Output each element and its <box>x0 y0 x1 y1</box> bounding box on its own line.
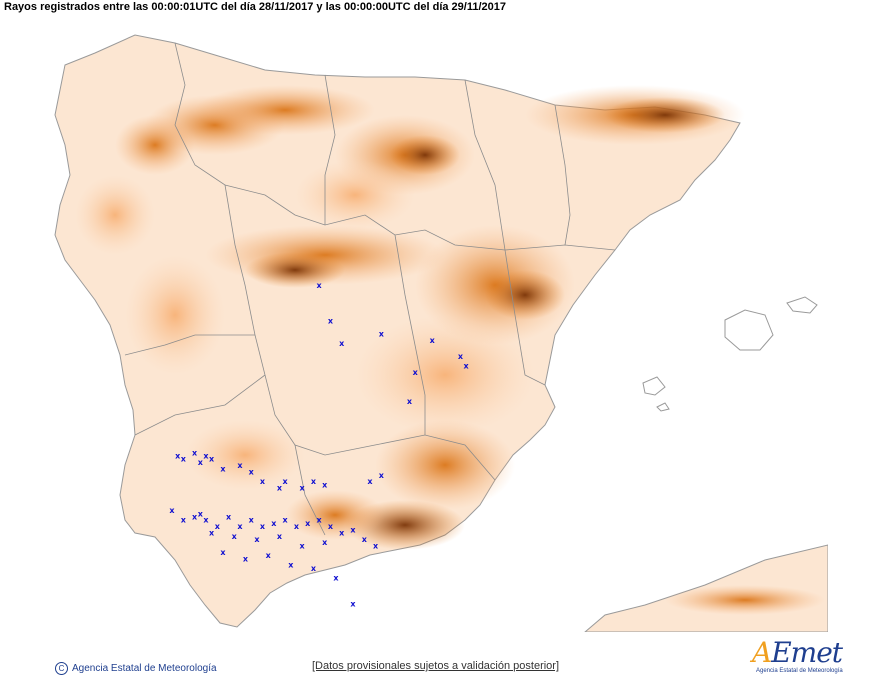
lightning-marker: x <box>232 532 238 541</box>
lightning-marker: x <box>198 458 204 467</box>
lightning-marker: x <box>317 281 323 290</box>
lightning-marker: x <box>215 522 221 531</box>
lightning-marker: x <box>243 554 249 563</box>
lightning-marker: x <box>407 397 413 406</box>
lightning-marker: x <box>458 352 464 361</box>
lightning-marker: x <box>379 329 385 338</box>
lightning-marker: x <box>181 516 187 525</box>
aemet-logo[interactable]: AEmet Agencia Estatal de Meteorología <box>748 636 843 678</box>
copyright-icon: C <box>55 662 68 675</box>
lightning-marker: x <box>311 477 317 486</box>
footer-copyright: C Agencia Estatal de Meteorología <box>55 662 217 675</box>
lightning-marker: x <box>220 464 226 473</box>
logo-subtitle: Agencia Estatal de Meteorología <box>756 668 843 674</box>
lightning-marker: x <box>169 506 175 515</box>
lightning-marker: x <box>464 362 470 371</box>
lightning-marker: x <box>249 468 255 477</box>
lightning-marker: x <box>288 561 294 570</box>
lightning-marker: x <box>203 452 209 461</box>
lightning-marker: x <box>413 368 419 377</box>
lightning-marker: x <box>181 455 187 464</box>
lightning-marker: x <box>379 471 385 480</box>
lightning-marker: x <box>339 339 345 348</box>
lightning-marker: x <box>266 551 272 560</box>
lightning-marker: x <box>322 538 328 547</box>
lightning-marker: x <box>283 477 289 486</box>
lightning-marker: x <box>198 509 204 518</box>
lightning-marker: x <box>175 452 181 461</box>
lightning-marker: x <box>362 535 368 544</box>
lightning-marker: x <box>192 513 198 522</box>
lightning-marker: x <box>249 516 255 525</box>
lightning-marker: x <box>209 455 215 464</box>
lightning-marker: x <box>226 513 232 522</box>
lightning-marker: x <box>260 477 266 486</box>
lightning-marker: x <box>350 525 356 534</box>
lightning-marker: x <box>333 574 339 583</box>
lightning-marker: x <box>430 336 436 345</box>
lightning-marker: x <box>300 541 306 550</box>
lightning-marker: x <box>328 317 334 326</box>
lightning-marker: x <box>254 535 260 544</box>
lightning-marker: x <box>373 541 379 550</box>
map-title: Rayos registrados entre las 00:00:01UTC … <box>4 1 506 13</box>
region-borders <box>124 42 616 536</box>
lightning-marker: x <box>192 448 198 457</box>
agency-name: Agencia Estatal de Meteorología <box>72 663 217 674</box>
lightning-marker: x <box>311 564 317 573</box>
lightning-marker: x <box>294 522 300 531</box>
lightning-marker: x <box>317 516 323 525</box>
lightning-marker: x <box>220 548 226 557</box>
lightning-marker: x <box>203 516 209 525</box>
lightning-marker: x <box>260 522 266 531</box>
lightning-marker: x <box>237 522 243 531</box>
lightning-marker: x <box>209 529 215 538</box>
lightning-marker: x <box>300 484 306 493</box>
provisional-data-note[interactable]: [Datos provisionales sujetos a validació… <box>312 660 560 672</box>
lightning-marker: x <box>277 532 283 541</box>
balearic-islands <box>642 296 818 412</box>
lightning-marker: x <box>339 529 345 538</box>
lightning-marker: x <box>305 519 311 528</box>
lightning-marker: x <box>271 519 277 528</box>
lightning-marker: x <box>367 477 373 486</box>
lightning-marker: x <box>322 480 328 489</box>
lightning-marker: x <box>328 522 334 531</box>
logo-wordmark: AEmet <box>752 636 843 669</box>
lightning-marker: x <box>283 516 289 525</box>
lightning-marker: x <box>237 461 243 470</box>
lightning-marker: x <box>277 484 283 493</box>
lightning-marker: x <box>350 599 356 608</box>
